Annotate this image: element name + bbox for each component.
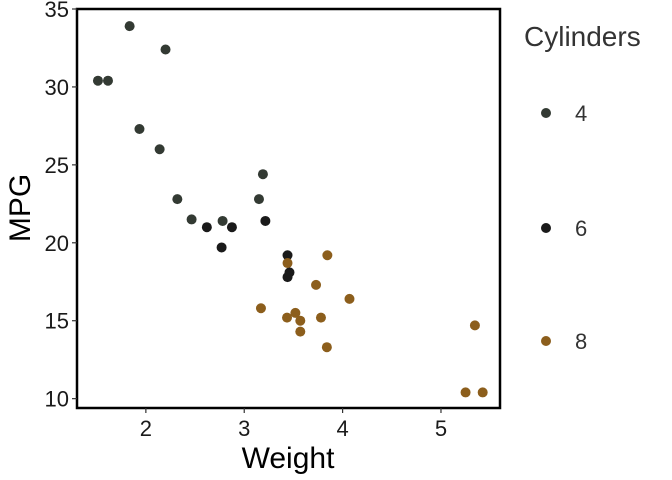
data-point-cyl-8 bbox=[315, 312, 326, 323]
data-point-cyl-8 bbox=[460, 387, 471, 398]
data-point-cyl-8 bbox=[290, 307, 301, 318]
data-point-cyl-8 bbox=[282, 258, 293, 269]
x-tick-label: 4 bbox=[336, 416, 348, 441]
data-point-cyl-8 bbox=[282, 312, 293, 323]
y-tick-label: 20 bbox=[45, 231, 69, 256]
y-tick-label: 30 bbox=[45, 75, 69, 100]
data-point-cyl-4 bbox=[257, 169, 268, 180]
data-point-cyl-6 bbox=[201, 222, 212, 233]
data-point-cyl-4 bbox=[253, 194, 264, 205]
data-point-cyl-4 bbox=[102, 75, 113, 86]
data-point-cyl-6 bbox=[226, 222, 237, 233]
legend-label-8: 8 bbox=[575, 329, 587, 354]
legend: 4 6 8 bbox=[541, 101, 587, 354]
y-tick-label: 25 bbox=[45, 153, 69, 178]
data-point-cyl-6 bbox=[282, 250, 293, 261]
x-tick-label: 5 bbox=[435, 416, 447, 441]
data-point-cyl-8 bbox=[477, 387, 488, 398]
data-point-cyl-4 bbox=[217, 215, 228, 226]
data-point-cyl-8 bbox=[295, 315, 306, 326]
y-tick-label: 35 bbox=[45, 0, 69, 22]
legend-key-8 bbox=[541, 336, 551, 346]
legend-title: Cylinders bbox=[524, 21, 641, 52]
plot-panel-border bbox=[75, 7, 502, 410]
data-point-cyl-4 bbox=[172, 194, 183, 205]
data-point-cyl-8 bbox=[321, 342, 332, 353]
data-point-cyl-8 bbox=[344, 293, 355, 304]
data-point-cyl-8 bbox=[295, 326, 306, 337]
data-point-cyl-4 bbox=[134, 124, 145, 135]
data-point-cyl-4 bbox=[160, 44, 171, 55]
y-axis-title: MPG bbox=[4, 174, 37, 242]
data-point-cyl-4 bbox=[154, 144, 165, 155]
data-point-cyl-8 bbox=[469, 320, 480, 331]
x-tick-label: 3 bbox=[238, 416, 250, 441]
data-point-cyl-6 bbox=[284, 267, 295, 278]
data-point-cyl-6 bbox=[260, 215, 271, 226]
data-point-cyl-6 bbox=[216, 242, 227, 253]
y-axis-ticks: 10 15 20 25 30 35 bbox=[45, 0, 77, 412]
x-axis-ticks: 2 3 4 5 bbox=[140, 408, 447, 441]
legend-key-4 bbox=[541, 108, 551, 118]
data-point-cyl-8 bbox=[322, 250, 333, 261]
data-point-cyl-4 bbox=[124, 21, 135, 32]
data-points bbox=[92, 21, 488, 398]
data-point-cyl-4 bbox=[186, 214, 197, 225]
data-point-cyl-8 bbox=[311, 279, 322, 290]
legend-label-6: 6 bbox=[575, 216, 587, 241]
data-point-cyl-4 bbox=[92, 75, 103, 86]
y-tick-label: 10 bbox=[45, 387, 69, 412]
data-point-cyl-8 bbox=[255, 303, 266, 314]
legend-label-4: 4 bbox=[575, 101, 587, 126]
legend-key-6 bbox=[541, 223, 551, 233]
x-axis-title: Weight bbox=[242, 442, 335, 475]
y-tick-label: 15 bbox=[45, 309, 69, 334]
x-tick-label: 2 bbox=[140, 416, 152, 441]
